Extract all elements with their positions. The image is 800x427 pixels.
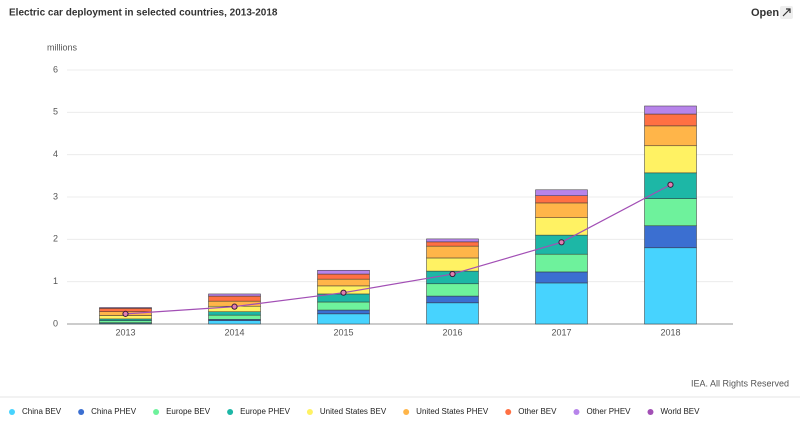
bar-segment — [535, 282, 588, 325]
x-tick-label: 2017 — [551, 327, 571, 337]
legend-swatch — [9, 409, 15, 415]
line-marker — [231, 303, 238, 310]
source-note: IEA. All Rights Reserved — [691, 378, 789, 388]
bar-segment — [535, 271, 588, 284]
open-icon-arrow — [782, 8, 791, 17]
legend-swatch — [78, 409, 85, 415]
legend-label[interactable]: China PHEV — [91, 407, 137, 416]
bar-segment — [99, 318, 152, 321]
bar-segment — [317, 313, 370, 325]
line-marker — [667, 181, 674, 188]
bar-segment — [535, 195, 588, 204]
bar-segment — [644, 247, 697, 325]
bar-segment — [317, 273, 370, 280]
bar-segment — [317, 301, 370, 311]
legend-label[interactable]: United States PHEV — [416, 407, 489, 416]
bar-segment — [644, 105, 697, 115]
legend-swatch — [227, 409, 234, 415]
bar-segment — [208, 311, 261, 316]
line-marker — [558, 239, 565, 246]
y-tick-label: 4 — [53, 149, 58, 159]
y-axis-label: millions — [47, 42, 78, 52]
open-button[interactable]: Open — [751, 7, 779, 19]
legend-label[interactable]: Europe BEV — [166, 407, 211, 416]
bar-segment — [208, 293, 261, 297]
bar-segment — [535, 189, 588, 196]
bar-segment — [317, 278, 370, 287]
x-tick-label: 2018 — [660, 327, 680, 337]
bar-segment — [535, 253, 588, 273]
bar-segment — [208, 295, 261, 302]
bar-segment — [426, 302, 479, 325]
chart-title: Electric car deployment in selected coun… — [9, 8, 278, 19]
x-tick-label: 2016 — [442, 327, 462, 337]
bar-segment — [426, 241, 479, 247]
y-tick-label: 2 — [53, 234, 58, 244]
legend-label[interactable]: China BEV — [22, 407, 62, 416]
bar-segment — [644, 113, 697, 127]
bar-segment — [426, 238, 479, 243]
y-tick-label: 1 — [53, 276, 58, 286]
legend-swatch — [306, 409, 313, 415]
bar-segment — [317, 309, 370, 315]
line-marker — [340, 289, 347, 296]
bar-segment — [644, 145, 697, 174]
y-tick-label: 0 — [53, 318, 58, 328]
y-tick-label: 3 — [53, 191, 58, 201]
bar-segment — [644, 198, 697, 227]
bar-segment — [317, 269, 370, 275]
legend-swatch — [505, 409, 512, 415]
line-marker — [449, 270, 456, 278]
legend-swatch — [573, 409, 580, 415]
bar-segment — [644, 125, 697, 147]
y-tick-label: 5 — [53, 107, 58, 117]
bar-segment — [208, 320, 261, 325]
line-marker — [122, 310, 129, 317]
legend-label[interactable]: United States BEV — [320, 407, 387, 416]
legend-label[interactable]: Other PHEV — [586, 407, 631, 416]
bar-segment — [426, 283, 479, 297]
bar-segment — [99, 307, 152, 309]
legend-label[interactable]: World BEV — [660, 407, 700, 416]
bar-segment — [535, 202, 588, 218]
y-tick-label: 6 — [53, 64, 58, 74]
legend-swatch — [403, 409, 410, 415]
x-tick-label: 2015 — [333, 327, 353, 337]
x-tick-label: 2014 — [224, 327, 244, 337]
line — [125, 184, 671, 315]
bar-segment — [644, 225, 697, 249]
bar-segment — [426, 245, 479, 259]
legend-label[interactable]: Europe PHEV — [240, 407, 290, 416]
legend-swatch — [153, 409, 160, 415]
legend-swatch — [647, 409, 654, 415]
x-tick-label: 2013 — [115, 327, 135, 337]
bar-segment — [208, 314, 261, 320]
bar-segment — [99, 320, 152, 323]
bar-segment — [426, 295, 479, 304]
legend-label[interactable]: Other BEV — [518, 407, 557, 416]
